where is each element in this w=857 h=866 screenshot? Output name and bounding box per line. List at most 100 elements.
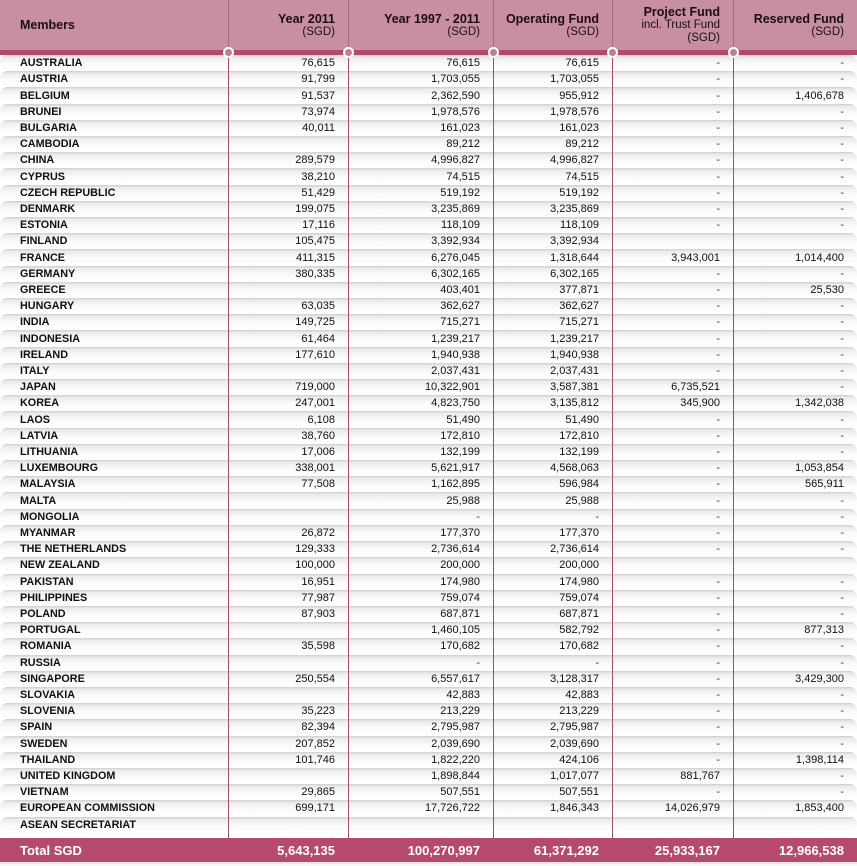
table-row: FRANCE 411,315 6,276,045 1,318,644 3,943,001…: [0, 249, 857, 266]
value-cell: -: [840, 721, 844, 734]
value-cell: 3,235,869: [431, 202, 480, 215]
value-cell: 25,530: [810, 283, 844, 296]
value-cell: 2,736,614: [431, 543, 480, 556]
table-row: SLOVAKIA 42,883 42,883 - -: [0, 686, 857, 704]
table-row: THE NETHERLANDS 129,333 2,736,614 2,736,614…: [0, 541, 857, 558]
value-cell: -: [716, 672, 720, 685]
value-cell: 3,135,812: [550, 397, 599, 410]
value-cell: -: [840, 202, 844, 215]
value-cell: 1,703,055: [550, 73, 599, 86]
member-name: CYPRUS: [20, 170, 65, 183]
value-cell: -: [716, 656, 720, 669]
column-sublabel: incl. Trust Fund: [641, 19, 720, 31]
bottom-strip: [0, 862, 857, 866]
value-cell: 26,872: [301, 526, 335, 539]
value-cell: -: [840, 138, 844, 151]
value-cell: 29,865: [301, 786, 335, 799]
table-row: PAKISTAN 16,951 174,980 174,980 - -: [0, 573, 857, 590]
column-label: Year 2011: [277, 11, 335, 26]
value-cell: 42,883: [565, 689, 599, 702]
member-name: SPAIN: [20, 721, 53, 734]
member-name: LITHUANIA: [20, 445, 79, 458]
value-cell: 1,940,938: [550, 348, 599, 361]
value-cell: -: [840, 445, 844, 458]
value-cell: 1,846,343: [550, 802, 599, 815]
table-row: PORTUGAL 1,460,105 582,792 - 877,313: [0, 622, 857, 639]
value-cell: 1,239,217: [550, 332, 599, 345]
value-cell: -: [716, 591, 720, 604]
value-cell: -: [840, 364, 844, 377]
table-row: ESTONIA 17,116 118,109 118,109 - -: [0, 217, 857, 234]
value-cell: 76,615: [565, 57, 599, 70]
table-row: UNITED KINGDOM 1,898,844 1,017,077 881,767 -: [0, 767, 857, 785]
value-cell: 403,401: [440, 283, 480, 296]
value-cell: 1,318,644: [550, 251, 599, 264]
value-cell: 74,515: [446, 170, 480, 183]
value-cell: -: [840, 494, 844, 507]
divider-dot-icon: [606, 46, 618, 58]
value-cell: -: [595, 510, 599, 523]
value-cell: -: [716, 608, 720, 620]
value-cell: 172,810: [440, 429, 480, 442]
value-cell: 345,900: [680, 397, 720, 410]
value-cell: -: [840, 656, 844, 669]
value-cell: -: [840, 105, 844, 118]
value-cell: 338,001: [295, 462, 335, 475]
value-cell: 132,199: [559, 445, 599, 458]
table-row: BELGIUM 91,537 2,362,590 955,912 - 1,406,678: [0, 87, 857, 104]
table-row: SINGAPORE 250,554 6,557,617 3,128,317 - 3,429…: [0, 670, 857, 687]
value-cell: -: [716, 494, 720, 507]
value-cell: 424,106: [559, 753, 599, 766]
table-row: KOREA 247,001 4,823,750 3,135,812 345,900 1,3…: [0, 395, 857, 412]
value-cell: 77,508: [301, 478, 335, 491]
value-cell: 877,313: [804, 624, 844, 637]
value-cell: -: [840, 154, 844, 167]
value-cell: -: [716, 138, 720, 151]
value-cell: 1,853,400: [795, 802, 844, 815]
member-name: ASEAN SECRETARIAT: [20, 818, 136, 831]
value-cell: 91,537: [301, 89, 335, 102]
value-cell: -: [840, 689, 844, 702]
member-name: IRELAND: [20, 348, 68, 361]
value-cell: -: [840, 332, 844, 345]
value-cell: 61,464: [301, 332, 335, 345]
column-label: Operating Fund: [505, 11, 599, 26]
member-name: EUROPEAN COMMISSION: [20, 802, 155, 815]
table-row: MALTA 25,988 25,988 - -: [0, 492, 857, 509]
value-cell: 1,239,217: [431, 332, 480, 345]
value-cell: 16,951: [301, 575, 335, 588]
body-column-divider: [348, 55, 349, 838]
column-header-members: Members: [0, 0, 228, 50]
value-cell: 4,568,063: [550, 462, 599, 475]
value-cell: -: [716, 267, 720, 280]
value-cell: 35,223: [301, 705, 335, 718]
value-cell: -: [716, 462, 720, 475]
table-row: RUSSIA - - - -: [0, 654, 857, 671]
member-name: ITALY: [20, 364, 50, 377]
body-column-divider: [733, 55, 734, 838]
member-name: GREECE: [20, 283, 66, 296]
member-name: POLAND: [20, 608, 66, 620]
value-cell: 1,703,055: [431, 73, 480, 86]
member-name: ESTONIA: [20, 219, 68, 232]
value-cell: 177,370: [559, 526, 599, 539]
value-cell: 161,023: [559, 121, 599, 134]
value-cell: 507,551: [559, 786, 599, 799]
value-cell: 76,615: [446, 57, 480, 70]
total-value: 61,371,292: [533, 842, 599, 858]
total-row: Total SGD 5,643,135 100,270,997 61,371,2…: [0, 838, 857, 862]
table-row: IRELAND 177,610 1,940,938 1,940,938 - -: [0, 346, 857, 363]
member-name: KOREA: [20, 397, 59, 410]
value-cell: 73,974: [301, 105, 335, 118]
value-cell: 17,116: [302, 219, 335, 232]
value-cell: -: [716, 89, 720, 102]
table-row: PHILIPPINES 77,987 759,074 759,074 - -: [0, 589, 857, 606]
value-cell: -: [840, 57, 844, 70]
value-cell: 35,598: [301, 640, 335, 653]
value-cell: 715,271: [559, 316, 599, 329]
value-cell: 63,035: [301, 300, 335, 313]
value-cell: 377,871: [559, 283, 599, 296]
value-cell: 6,276,045: [431, 251, 480, 264]
value-cell: 170,682: [559, 640, 599, 653]
